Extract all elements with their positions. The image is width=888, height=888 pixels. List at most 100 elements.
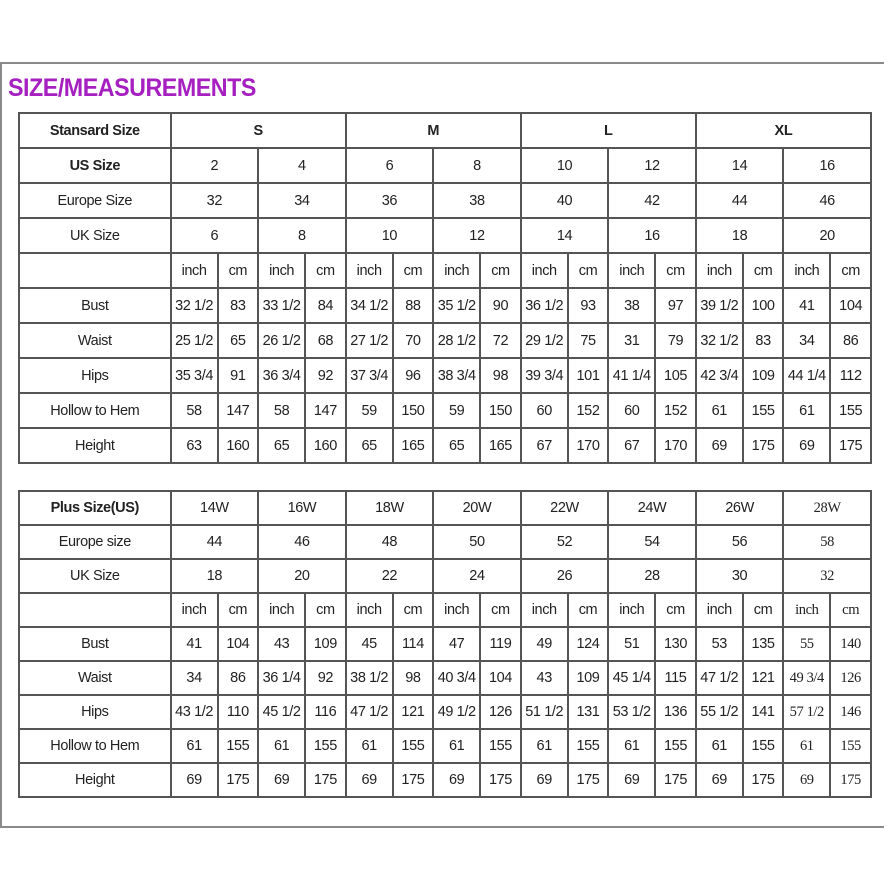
measurement-cell: 61 [432,728,482,764]
measurement-cell: 86 [216,660,260,696]
measurement-cell: 49 [519,626,569,662]
unit-header-cell: cm [479,252,522,289]
unit-header-cell: inch [169,592,219,628]
row-label: Europe Size [18,182,172,219]
measurement-cell: 43 [257,626,307,662]
size-cell: 14 [694,147,785,184]
measurement-cell: 25 1/2 [169,322,219,359]
unit-header-cell: cm [216,592,260,628]
size-cell: 24 [432,558,522,594]
measurement-cell: 49 1/2 [432,694,482,730]
size-row: Plus Size(US) 14W 16W 18W 20W 22W 24W 26W 28W [18,490,872,526]
measurement-cell: 47 [432,626,482,662]
measurement-row: Height 69 175 69 175 69 175 69 175 69 175 69 175 69 17… [18,762,872,798]
measurement-cell: 42 3/4 [694,357,744,394]
size-cell: 20 [257,558,347,594]
measurement-cell: 69 [257,762,307,798]
measurement-cell: 104 [829,287,872,324]
measurement-cell: 65 [216,322,260,359]
measurement-cell: 175 [741,762,785,798]
measurement-cell: 175 [566,762,610,798]
row-label: Hips [18,694,172,730]
measurement-row: Waist 25 1/2 65 26 1/2 68 27 1/2 70 28 1/2 72 29 … [18,322,872,359]
measurement-cell: 39 3/4 [519,357,569,394]
measurement-cell: 39 1/2 [694,287,744,324]
measurement-cell: 36 1/4 [257,660,307,696]
row-label: Stansard Size [18,112,172,149]
measurement-cell: 69 [344,762,394,798]
measurement-cell: 155 [741,728,785,764]
size-cell: 22W [519,490,610,526]
size-group-cell: L [519,112,697,149]
measurement-cell: 146 [829,694,872,730]
measurement-cell: 40 3/4 [432,660,482,696]
measurement-cell: 34 [782,322,832,359]
measurement-cell: 55 1/2 [694,694,744,730]
measurement-cell: 147 [304,392,347,429]
measurement-cell: 69 [519,762,569,798]
unit-header-cell: cm [479,592,522,628]
measurement-cell: 114 [391,626,435,662]
measurement-cell: 47 1/2 [344,694,394,730]
measurement-cell: 119 [479,626,522,662]
size-cell: 44 [169,524,260,560]
measurement-cell: 67 [519,427,569,464]
measurement-cell: 34 [169,660,219,696]
measurement-cell: 69 [169,762,219,798]
measurement-cell: 70 [391,322,435,359]
measurement-cell: 31 [607,322,657,359]
unit-header-cell: inch [169,252,219,289]
unit-header-cell: inch [782,592,832,628]
measurement-cell: 98 [391,660,435,696]
size-cell: 10 [344,217,435,254]
row-label: Bust [18,287,172,324]
measurement-cell: 69 [694,762,744,798]
row-label-empty [18,592,172,628]
measurement-cell: 109 [304,626,347,662]
measurement-cell: 160 [304,427,347,464]
measurement-cell: 67 [607,427,657,464]
measurement-cell: 59 [344,392,394,429]
measurement-cell: 155 [216,728,260,764]
measurement-cell: 92 [304,357,347,394]
size-cell: 18 [694,217,785,254]
measurement-cell: 51 [607,626,657,662]
unit-header-cell: cm [216,252,260,289]
measurement-row: Height 63 160 65 160 65 165 65 165 67 170 67 170 69 17… [18,427,872,464]
measurement-cell: 175 [479,762,522,798]
measurement-cell: 126 [829,660,872,696]
unit-header-cell: inch [432,592,482,628]
measurement-cell: 155 [741,392,785,429]
size-cell: 32 [782,558,872,594]
row-label: Waist [18,322,172,359]
measurement-cell: 83 [216,287,260,324]
unit-header-cell: cm [391,592,435,628]
measurement-cell: 61 [782,728,832,764]
size-cell: 16 [782,147,872,184]
measurement-row: Bust 41 104 43 109 45 114 47 119 49 124 51 130 53 135 5… [18,626,872,662]
unit-header-cell: inch [257,252,307,289]
measurement-cell: 88 [391,287,435,324]
measurement-cell: 65 [344,427,394,464]
measurement-cell: 104 [216,626,260,662]
size-cell: 8 [432,147,522,184]
size-cell: 56 [694,524,785,560]
size-cell: 46 [782,182,872,219]
size-cell: 24W [607,490,697,526]
size-cell: 26 [519,558,610,594]
measurement-cell: 136 [654,694,697,730]
measurement-cell: 45 1/2 [257,694,307,730]
measurement-row: Hollow to Hem 58 147 58 147 59 150 59 150 60 152 60… [18,392,872,429]
measurement-cell: 38 1/2 [344,660,394,696]
measurement-cell: 65 [257,427,307,464]
size-cell: 20 [782,217,872,254]
size-cell: 18W [344,490,435,526]
measurement-cell: 45 [344,626,394,662]
unit-row: inch cm inch cm inch cm inch cm inch cm inch cm inch… [18,592,872,628]
unit-header-cell: cm [654,592,697,628]
size-cell: 38 [432,182,522,219]
row-label: Hollow to Hem [18,392,172,429]
measurement-cell: 112 [829,357,872,394]
unit-header-cell: inch [344,592,394,628]
size-cell: 2 [169,147,260,184]
